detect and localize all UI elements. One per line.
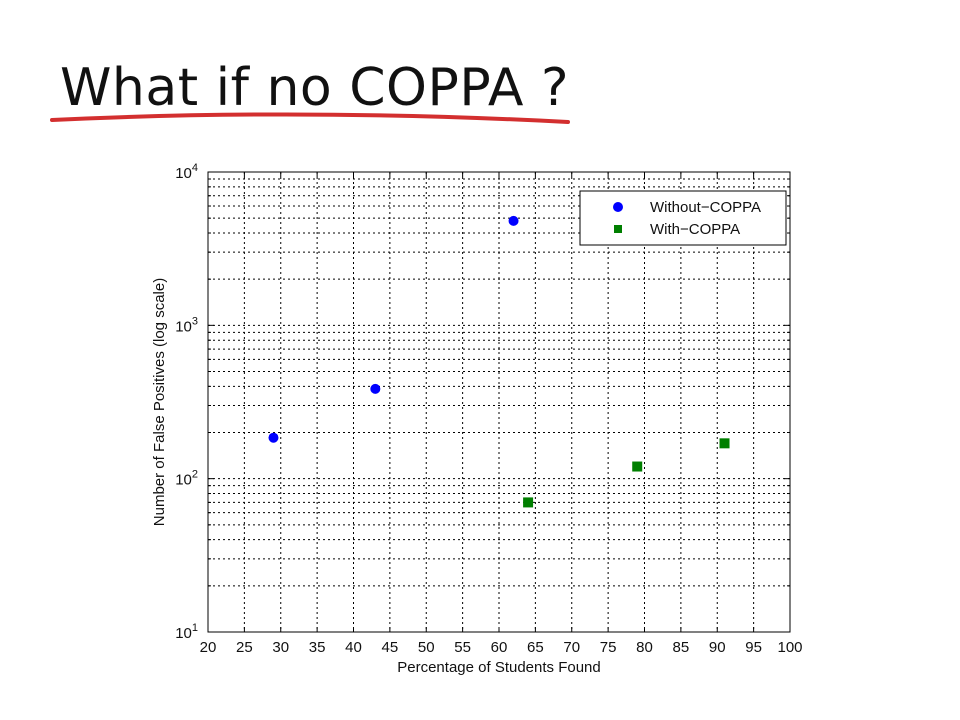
slide-title: What if no COPPA ? bbox=[60, 58, 570, 118]
legend-box bbox=[579, 190, 787, 246]
legend: Without−COPPA With−COPPA bbox=[579, 190, 787, 246]
point-without-coppa bbox=[370, 383, 381, 394]
x-tick-label: 55 bbox=[454, 639, 471, 656]
x-tick-label: 95 bbox=[745, 639, 762, 656]
x-tick-label: 100 bbox=[777, 639, 802, 656]
point-without-coppa bbox=[268, 432, 279, 443]
data-points bbox=[268, 215, 730, 508]
y-tick-label: 104 bbox=[175, 162, 198, 182]
x-tick-label: 90 bbox=[709, 639, 726, 656]
x-tick-label: 85 bbox=[673, 639, 690, 656]
y-tick-label: 102 bbox=[175, 469, 198, 489]
x-tick-label: 75 bbox=[600, 639, 617, 656]
x-tick-label: 40 bbox=[345, 639, 362, 656]
axis-ticks: 20 25 30 35 40 45 50 55 60 65 70 75 80 85 90 95 100 101 10… bbox=[175, 162, 802, 656]
x-tick-label: 20 bbox=[200, 639, 217, 656]
x-axis-label: Percentage of Students Found bbox=[397, 659, 600, 676]
x-tick-label: 60 bbox=[491, 639, 508, 656]
x-tick-label: 30 bbox=[272, 639, 289, 656]
x-tick-label: 80 bbox=[636, 639, 653, 656]
point-without-coppa bbox=[508, 215, 519, 226]
point-with-coppa bbox=[632, 461, 643, 472]
x-tick-label: 65 bbox=[527, 639, 544, 656]
y-axis-label: Number of False Positives (log scale) bbox=[151, 278, 168, 526]
legend-label: With−COPPA bbox=[650, 221, 740, 238]
x-tick-label: 35 bbox=[309, 639, 326, 656]
x-tick-label: 25 bbox=[236, 639, 253, 656]
legend-label: Without−COPPA bbox=[650, 199, 761, 216]
x-tick-label: 50 bbox=[418, 639, 435, 656]
point-with-coppa bbox=[719, 438, 730, 449]
point-with-coppa bbox=[523, 497, 534, 508]
y-tick-label: 103 bbox=[175, 315, 198, 335]
legend-marker-square bbox=[614, 225, 622, 233]
x-tick-label: 70 bbox=[563, 639, 580, 656]
legend-marker-circle bbox=[613, 202, 623, 212]
x-tick-label: 45 bbox=[382, 639, 399, 656]
y-tick-label: 101 bbox=[175, 622, 198, 642]
